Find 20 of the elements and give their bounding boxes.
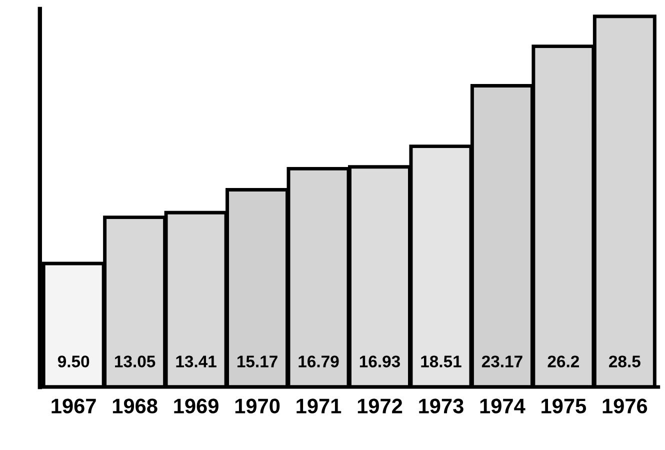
data-label: 23.17 [482, 356, 522, 368]
data-label: 13.05 [115, 356, 156, 368]
x-tick-label: 1973 [419, 398, 464, 414]
x-tick-label: 1974 [480, 398, 526, 414]
x-tick-label: 1970 [235, 398, 280, 414]
x-tick-label: 1975 [542, 398, 586, 414]
data-label: 16.93 [360, 356, 400, 368]
x-tick-label: 1968 [112, 398, 158, 414]
x-tick-label: 1972 [358, 398, 402, 414]
data-label: 13.41 [176, 356, 216, 368]
data-label: 15.17 [237, 356, 278, 368]
data-label: 28.5 [609, 356, 640, 368]
data-label: 18.51 [421, 356, 462, 368]
x-tick-label: 1969 [174, 398, 218, 414]
x-tick-label: 1976 [602, 398, 648, 414]
x-tick-label: 1967 [52, 398, 96, 414]
data-label: 9.50 [58, 356, 90, 368]
data-label: 16.79 [298, 356, 339, 368]
data-label: 26.2 [548, 356, 579, 368]
x-tick-label: 1971 [296, 398, 342, 414]
